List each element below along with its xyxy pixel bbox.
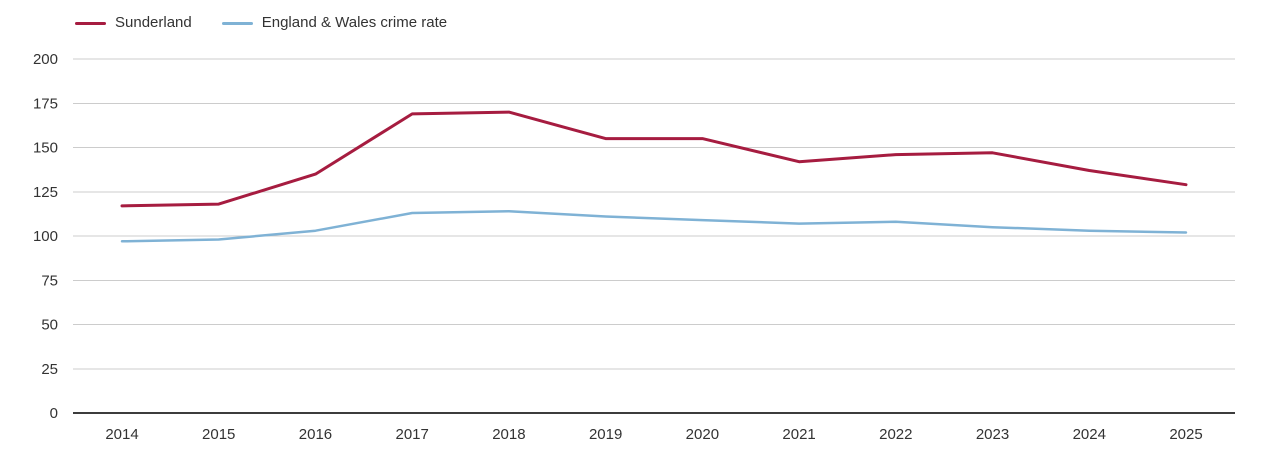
- y-axis-tick-label: 100: [33, 228, 58, 245]
- series-line-england-wales-crime-rate: [120, 209, 1188, 243]
- y-axis-tick-label: 25: [41, 361, 58, 378]
- x-axis-tick-label: 2024: [1073, 426, 1106, 443]
- x-axis-tick-label: 2025: [1169, 426, 1202, 443]
- x-axis-tick-label: 2021: [782, 426, 815, 443]
- y-axis-tick-label: 50: [41, 317, 58, 334]
- legend-label-england-wales: England & Wales crime rate: [261, 14, 448, 31]
- x-axis-tick-label: 2018: [492, 426, 525, 443]
- legend-item-england-wales: England & Wales crime rate: [221, 14, 448, 32]
- series-line-sunderland: [120, 110, 1188, 208]
- y-axis-tick-label: 0: [50, 405, 58, 422]
- x-axis-tick-label: 2019: [589, 426, 622, 443]
- x-axis-tick-label: 2020: [686, 426, 719, 443]
- y-axis-tick-label: 200: [33, 51, 58, 68]
- legend-item-sunderland: Sunderland: [75, 14, 192, 32]
- england-wales-line-swatch: [221, 21, 253, 25]
- x-axis-tick-label: 2014: [105, 426, 138, 443]
- y-axis-tick-label: 150: [33, 140, 58, 157]
- y-axis-tick-label: 125: [33, 184, 58, 201]
- chart-legend: Sunderland England & Wales crime rate: [75, 14, 447, 32]
- x-axis-tick-label: 2016: [299, 426, 332, 443]
- x-axis-tick-label: 2015: [202, 426, 235, 443]
- y-axis-tick-label: 75: [41, 272, 58, 289]
- y-axis-tick-label: 175: [33, 95, 58, 112]
- sunderland-line-swatch: [75, 21, 106, 25]
- legend-label-sunderland: Sunderland: [115, 14, 192, 31]
- x-axis-tick-label: 2023: [976, 426, 1009, 443]
- x-axis-tick-label: 2022: [879, 426, 912, 443]
- x-axis-tick-label: 2017: [395, 426, 428, 443]
